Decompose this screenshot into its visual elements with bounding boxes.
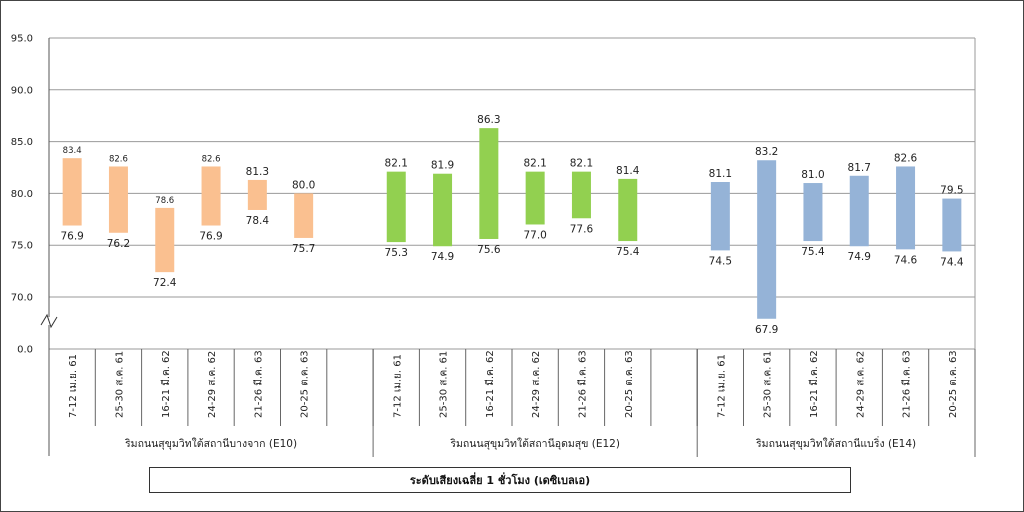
range-bar xyxy=(62,158,82,226)
bar-min-label: 77.6 xyxy=(570,223,594,235)
bar-max-label: 82.1 xyxy=(385,158,408,170)
range-bar xyxy=(757,160,777,319)
category-label: 24-29 ส.ค. 62 xyxy=(531,351,542,418)
y-tick-label: 70.0 xyxy=(11,293,33,304)
category-label: 16-21 มี.ค. 62 xyxy=(160,350,172,418)
axis-break-mark xyxy=(40,313,58,329)
range-bar xyxy=(896,166,916,250)
bar-max-label: 81.4 xyxy=(616,165,640,177)
y-tick-label: 80.0 xyxy=(11,189,33,200)
category-label: 25-30 ส.ค. 61 xyxy=(439,351,450,418)
y-tick-label: 0.0 xyxy=(17,345,33,356)
y-tick-label: 90.0 xyxy=(11,85,33,96)
category-label: 20-25 ต.ค. 63 xyxy=(948,350,959,418)
bar-max-label: 82.6 xyxy=(202,154,221,164)
bar-max-label: 82.1 xyxy=(570,158,593,170)
bar-max-label: 82.1 xyxy=(523,158,546,170)
category-label: 7-12 เม.ย. 61 xyxy=(68,354,79,418)
bar-min-label: 75.4 xyxy=(801,246,825,258)
category-label: 21-26 มี.ค. 63 xyxy=(901,350,913,418)
bar-min-label: 74.9 xyxy=(848,251,871,263)
bar-min-label: 75.7 xyxy=(292,243,315,255)
bar-max-label: 83.2 xyxy=(755,146,778,158)
chart-title: ระดับเสียงเฉลี่ย 1 ชั่วโมง (เดซิเบลเอ) xyxy=(149,467,851,493)
range-bar xyxy=(294,193,314,238)
range-bar xyxy=(247,179,267,210)
range-bar xyxy=(525,171,545,225)
category-label: 25-30 ส.ค. 61 xyxy=(114,351,125,418)
category-label: 21-26 มี.ค. 63 xyxy=(252,350,264,418)
bar-max-label: 81.3 xyxy=(246,166,269,178)
range-bar xyxy=(108,166,128,233)
bar-max-label: 82.6 xyxy=(894,152,918,164)
category-label: 7-12 เม.ย. 61 xyxy=(716,354,727,418)
bar-min-label: 75.6 xyxy=(477,244,501,256)
bar-min-label: 75.4 xyxy=(616,246,640,258)
range-bar xyxy=(386,171,406,243)
category-label: 20-25 ต.ค. 63 xyxy=(624,350,635,418)
bar-max-label: 81.7 xyxy=(848,162,871,174)
axes: 95.0 90.0 85.0 80.0 75.0 70.0 0.0 xyxy=(11,34,58,456)
range-bar xyxy=(433,173,453,247)
bar-min-label: 74.5 xyxy=(709,255,732,267)
bar-max-label: 86.3 xyxy=(477,114,500,126)
bar-min-label: 76.2 xyxy=(107,238,130,250)
category-label: 20-25 ต.ค. 63 xyxy=(300,350,311,418)
category-label: 16-21 มี.ค. 62 xyxy=(484,350,496,418)
bar-min-label: 72.4 xyxy=(153,277,177,289)
range-bar xyxy=(849,175,869,247)
range-bar xyxy=(571,171,591,219)
category-label: 25-30 ส.ค. 61 xyxy=(763,351,774,418)
bar-min-label: 78.4 xyxy=(246,215,270,227)
bar-min-label: 67.9 xyxy=(755,324,778,336)
bar-min-label: 74.6 xyxy=(894,254,918,266)
bar-max-label: 81.0 xyxy=(801,169,824,181)
range-bar xyxy=(942,198,962,252)
bars xyxy=(62,128,962,319)
bar-max-label: 82.6 xyxy=(109,154,128,164)
range-bar xyxy=(710,182,730,251)
y-tick-label: 75.0 xyxy=(11,241,33,252)
range-bar xyxy=(479,128,499,239)
bar-max-label: 78.6 xyxy=(155,196,174,206)
bar-min-label: 76.9 xyxy=(199,231,222,243)
category-label: 7-12 เม.ย. 61 xyxy=(392,354,403,418)
bar-min-label: 76.9 xyxy=(60,231,83,243)
bar-max-label: 83.4 xyxy=(63,146,82,156)
bar-max-label: 80.0 xyxy=(292,179,315,191)
data-labels: 83.4 76.9 82.6 76.2 78.6 72.4 82.6 76.9 81.3 78.4… xyxy=(60,114,963,336)
bar-max-label: 81.1 xyxy=(709,168,732,180)
gridlines xyxy=(49,37,976,350)
y-tick-label: 95.0 xyxy=(11,34,33,45)
range-bar xyxy=(618,178,638,242)
category-label: 16-21 มี.ค. 62 xyxy=(808,350,820,418)
bar-min-label: 75.3 xyxy=(385,247,408,259)
bar-max-label: 81.9 xyxy=(431,160,454,172)
y-tick-label: 85.0 xyxy=(11,137,33,148)
range-bar xyxy=(803,183,823,242)
category-label: 24-29 ส.ค. 62 xyxy=(207,351,218,418)
range-bar xyxy=(155,207,175,273)
group-label: ริมถนนสุขุมวิทใต้สถานีแบริ่ง (E14) xyxy=(756,436,916,450)
range-bar xyxy=(201,166,221,226)
bar-max-label: 79.5 xyxy=(940,185,963,197)
group-label: ริมถนนสุขุมวิทใต้สถานีอุดมสุข (E12) xyxy=(450,437,620,450)
bar-min-label: 74.9 xyxy=(431,251,454,263)
bar-min-label: 74.4 xyxy=(940,256,964,268)
range-bar-chart: 95.0 90.0 85.0 80.0 75.0 70.0 0.0 83.4 76.9 82.6… xyxy=(11,34,976,457)
category-label: 21-26 มี.ค. 63 xyxy=(576,350,588,418)
category-label: 24-29 ส.ค. 62 xyxy=(855,351,866,418)
group-label: ริมถนนสุขุมวิทใต้สถานีบางจาก (E10) xyxy=(125,437,297,450)
category-axis: 7-12 เม.ย. 61 25-30 ส.ค. 61 16-21 มี.ค. 62… xyxy=(68,349,976,457)
bar-min-label: 77.0 xyxy=(523,229,546,241)
